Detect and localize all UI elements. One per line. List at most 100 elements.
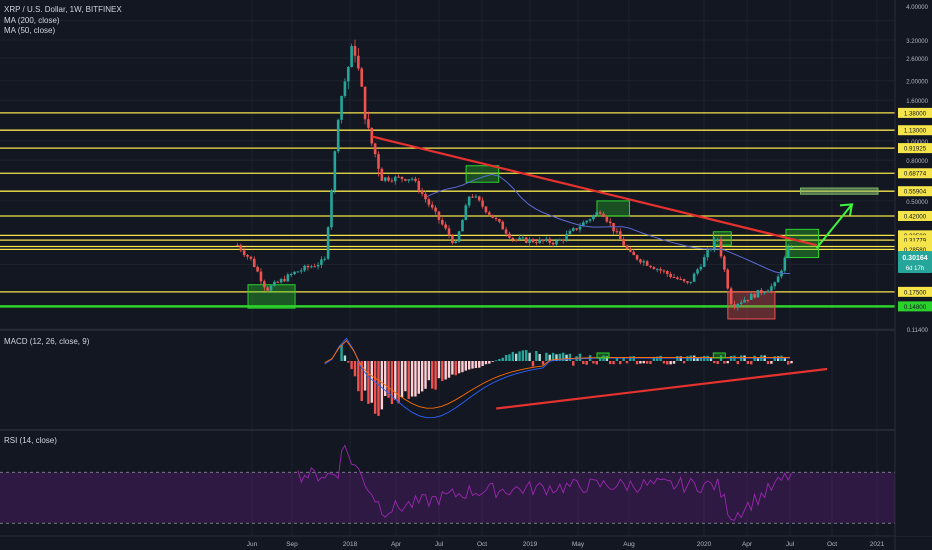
candle-body	[303, 265, 306, 271]
macd-histogram-bar	[521, 350, 525, 361]
descending-trendline	[372, 135, 817, 247]
current-price-value: 0.30164	[902, 255, 927, 262]
macd-histogram-bar	[454, 361, 457, 376]
ma50-line	[426, 173, 791, 274]
candle-body	[464, 205, 468, 221]
time-tick-label: Aug	[623, 541, 635, 548]
macd-histogram-bar	[619, 361, 622, 365]
candle-body	[776, 276, 780, 283]
macd-histogram-bar	[652, 356, 656, 361]
candle-body	[420, 190, 424, 194]
macd-histogram-bar	[491, 361, 494, 362]
candle-body	[689, 281, 693, 283]
level-label-box	[898, 301, 932, 312]
candle-body	[635, 255, 639, 260]
candle-body	[360, 68, 364, 87]
candle-body	[333, 151, 337, 191]
macd-histogram-bar	[501, 357, 504, 361]
macd-histogram-bar	[528, 352, 531, 361]
level-label-text: 0.91925	[904, 146, 927, 153]
macd-histogram-bar	[609, 361, 612, 365]
time-tick-label: Oct	[827, 541, 837, 548]
macd-histogram-bar	[629, 356, 632, 361]
candle-body	[508, 233, 511, 238]
macd-histogram-bar	[605, 356, 609, 361]
candle-body	[346, 67, 350, 82]
macd-histogram-bar	[514, 353, 518, 361]
macd-histogram-bar	[474, 361, 478, 369]
macd-histogram-bar	[786, 361, 790, 365]
macd-histogram-bar	[494, 360, 498, 362]
level-label-box	[898, 244, 932, 255]
macd-histogram-bar	[572, 361, 575, 366]
macd-histogram-bar	[679, 356, 682, 361]
macd-histogram-bar	[773, 356, 776, 361]
candle-body	[545, 238, 548, 241]
candle-body	[686, 281, 689, 283]
time-tick-label: Apr	[391, 541, 402, 548]
price-tick-label: 2.60000	[906, 57, 928, 63]
candle-body	[639, 259, 642, 263]
candle-body	[256, 266, 259, 272]
candle-body	[531, 239, 535, 243]
macd-histogram-bar	[531, 361, 535, 367]
macd-histogram-bar	[696, 357, 699, 361]
macd-histogram-bar	[350, 361, 353, 370]
candle-body	[471, 196, 474, 198]
candle-body	[582, 222, 585, 227]
candle-body	[296, 271, 300, 273]
signal-line	[324, 340, 790, 409]
macd-histogram-bar	[726, 361, 729, 364]
candle-body	[592, 215, 595, 220]
level-label-text: 0.14800	[904, 304, 927, 311]
price-tick-label: 0.80000	[906, 159, 928, 165]
candle-body	[538, 239, 541, 244]
candle-body	[357, 55, 360, 69]
macd-histogram-bar	[682, 361, 686, 364]
candle-body	[451, 235, 454, 244]
highlight-zones	[247, 165, 879, 320]
price-tick-label: 3.20000	[906, 39, 928, 45]
candle-body	[551, 242, 555, 245]
candle-body	[719, 239, 723, 257]
candle-body	[669, 273, 672, 278]
macd-histogram-bar	[427, 361, 431, 381]
macd-histogram-bar	[592, 361, 595, 364]
level-label-box	[898, 235, 932, 246]
candle-body	[263, 281, 266, 288]
candle-body	[414, 178, 417, 182]
candle-body	[662, 270, 666, 272]
candle-body	[467, 196, 471, 206]
price-tick-label: 0.50000	[906, 200, 928, 206]
candle-body	[353, 46, 357, 56]
level-label-box	[898, 168, 932, 179]
macd-histogram-bar	[471, 361, 474, 369]
rsi-pane: 80.0060.0040.00	[0, 444, 929, 524]
candle-body	[605, 216, 609, 222]
rsi-band	[0, 472, 895, 524]
candle-body	[521, 237, 525, 239]
macd-histogram-bar	[363, 361, 367, 391]
candle-body	[723, 256, 726, 270]
candle-body	[289, 274, 293, 276]
price-candles	[236, 39, 793, 311]
macd-histogram-bar	[420, 361, 424, 392]
time-axis-labels[interactable]: Jun Sep 2018 Apr Jul Oct 2019 May Aug 2020 Apr Jul O…	[247, 541, 885, 548]
target-arrow-head	[839, 203, 854, 216]
current-price-time: 6d 17h	[906, 266, 924, 272]
macd-histogram-bar	[441, 361, 444, 381]
candle-body	[447, 228, 451, 236]
macd-histogram-bar	[511, 351, 515, 361]
macd-histogram-bar	[340, 345, 343, 361]
candle-body	[326, 227, 330, 259]
candle-body	[555, 240, 558, 245]
candle-body	[770, 286, 773, 291]
candle-body	[786, 247, 790, 258]
level-label-box	[898, 143, 932, 154]
candle-body	[645, 261, 649, 266]
candle-body	[558, 239, 562, 241]
macd-histogram-bar	[716, 361, 719, 364]
macd-histogram-bar	[478, 361, 481, 368]
